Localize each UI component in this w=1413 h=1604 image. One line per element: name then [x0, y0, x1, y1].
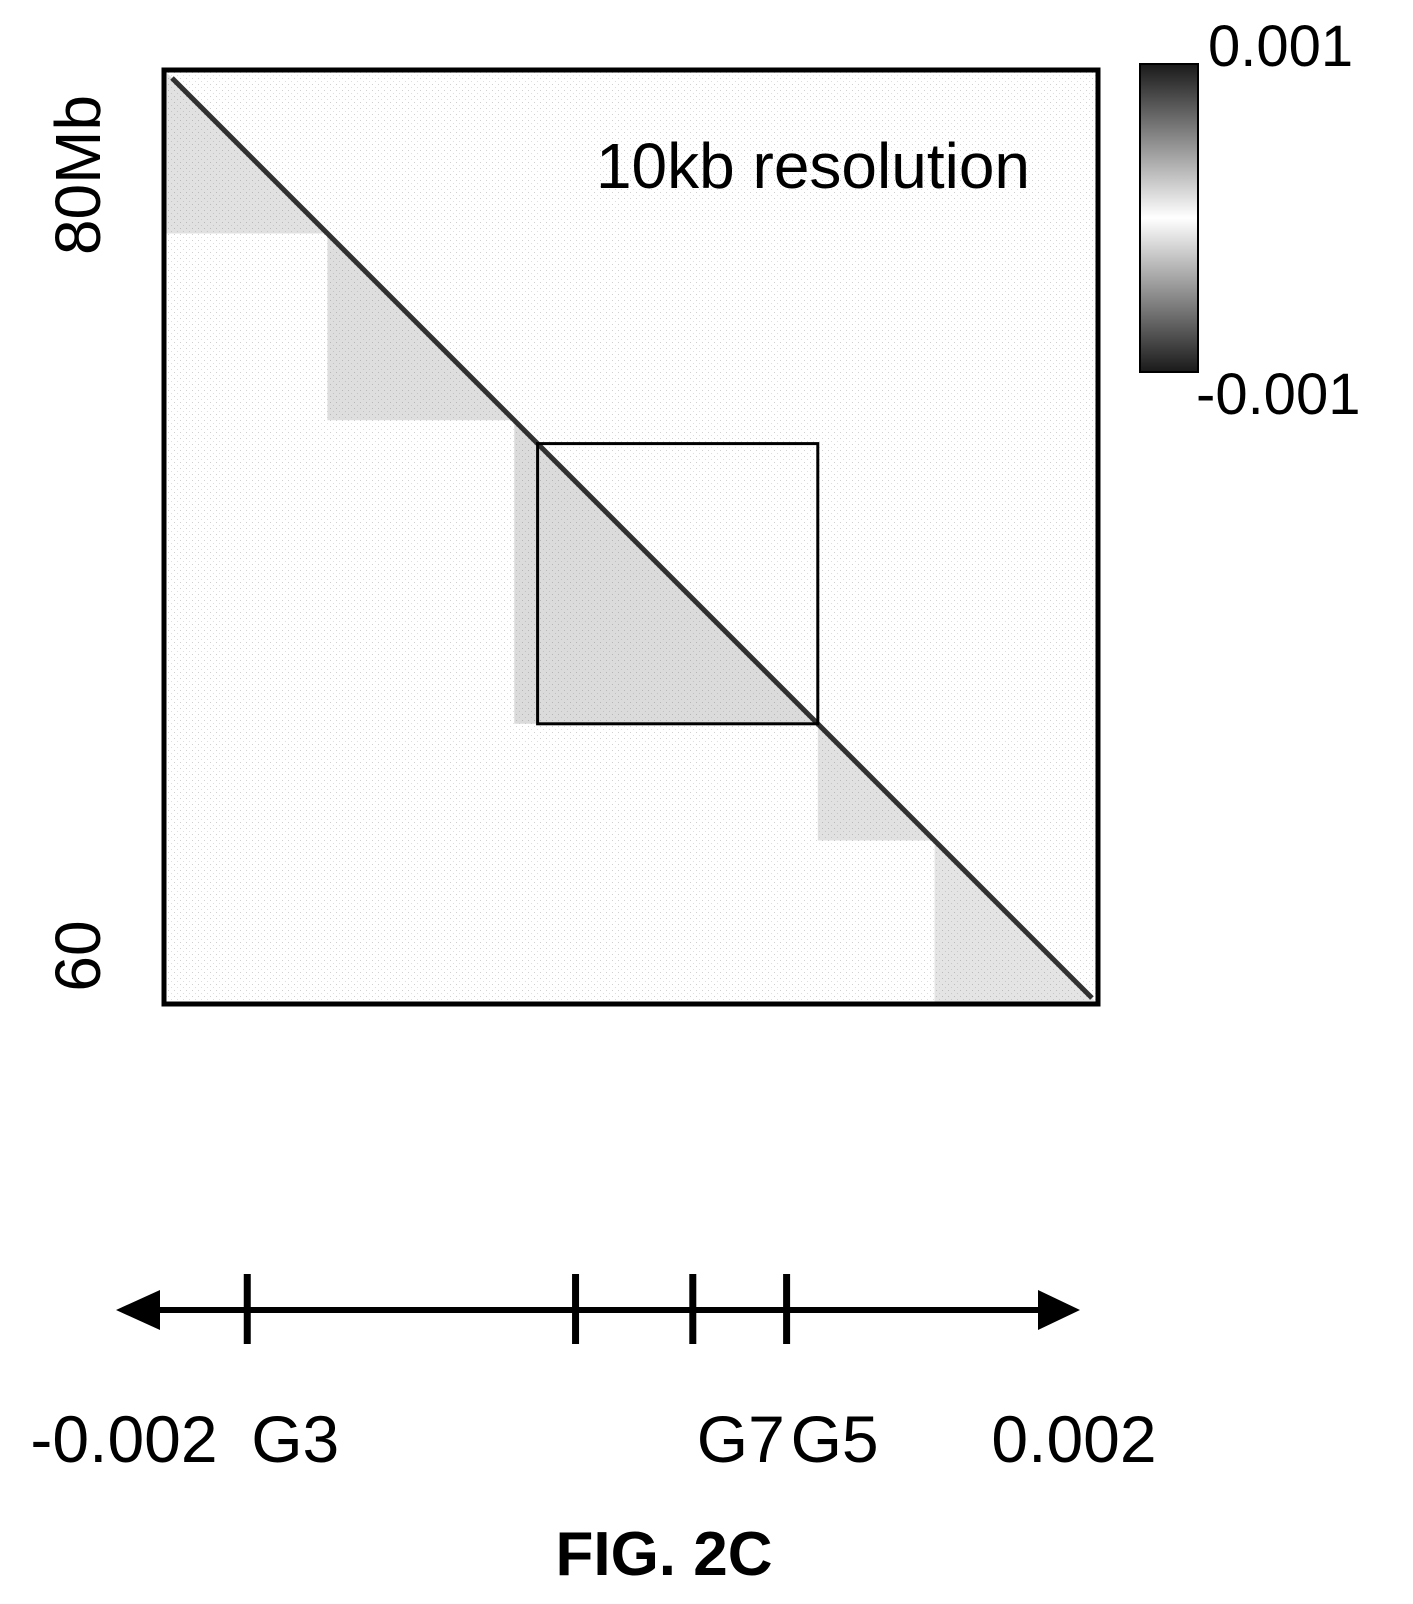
heatmap-frame	[161, 67, 1101, 1007]
marker-label: G7	[697, 1402, 785, 1476]
colorbar-max-label: 0.001	[1208, 14, 1353, 79]
colorbar-min-label: -0.001	[1196, 362, 1360, 427]
highlight-box	[536, 442, 820, 726]
axis-min-label: -0.002	[30, 1402, 217, 1476]
marker-label: G3	[251, 1402, 339, 1476]
heatmap-diagonal	[170, 76, 1094, 1000]
right-arrow-icon	[1038, 1290, 1080, 1330]
colorbar: 0.001 -0.001	[1139, 14, 1360, 427]
axis-max-label: 0.002	[991, 1402, 1156, 1476]
figure-caption: FIG. 2C	[555, 1520, 772, 1589]
number-line: G3 G7 G5 -0.002 0.002	[30, 1274, 1157, 1476]
left-arrow-icon	[116, 1290, 160, 1330]
heatmap-panel: 10kb resolution	[161, 67, 1101, 1007]
marker-label: G5	[791, 1402, 879, 1476]
colorbar-gradient	[1139, 63, 1199, 373]
y-tick-label-top: 80Mb	[42, 95, 114, 255]
y-tick-label-bottom: 60	[42, 920, 114, 991]
resolution-annotation: 10kb resolution	[596, 130, 1030, 202]
marker-layer: G3 G7 G5	[243, 1274, 879, 1476]
